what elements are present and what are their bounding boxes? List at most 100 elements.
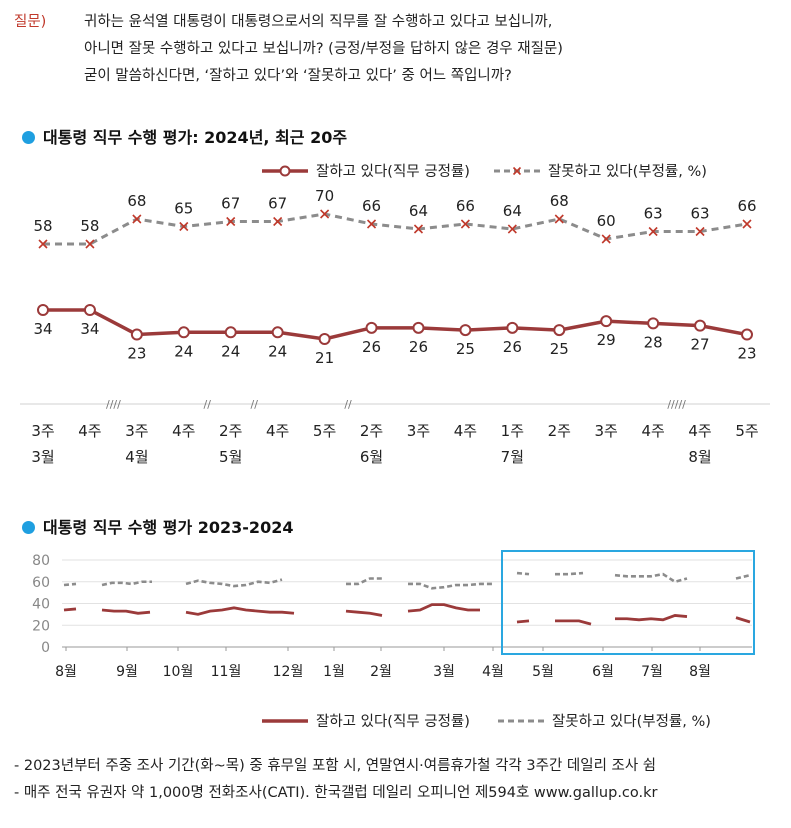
negative-segment-2: [185, 578, 283, 588]
positive-point-4: [224, 326, 237, 339]
week-tick-9: 4주: [454, 422, 477, 440]
negative-label-2: 68: [127, 192, 146, 210]
negative-point-12: [601, 234, 611, 244]
week-tick-14: 4주: [688, 422, 711, 440]
legend-negative-label: 잘못하고 있다(부정률, %): [547, 164, 707, 180]
chart1-legend: 잘하고 있다(직무 긍정률) 잘못하고 있다(부정률, %): [262, 160, 707, 181]
negative-segment-6: [555, 571, 584, 576]
legend-negative-swatch: [493, 164, 540, 178]
week-tick-15: 5주: [735, 422, 758, 440]
positive-point-1: [83, 304, 96, 316]
legend2-positive-label: 잘하고 있다(직무 긍정률): [316, 714, 470, 730]
negative-point-8: [413, 224, 424, 234]
negative-label-7: 66: [362, 197, 381, 215]
negative-point-13: [648, 226, 658, 237]
break-mark-2: //: [250, 398, 258, 411]
question-line-1: 귀하는 윤석열 대통령이 대통령으로서의 직무를 잘 수행하고 있다고 보십니까…: [84, 14, 553, 30]
negative-label-3: 65: [174, 200, 193, 218]
chart2-title: 대통령 직무 수행 평가 2023-2024: [22, 514, 293, 538]
negative-segment-3: [346, 577, 382, 586]
negative-segment-0: [63, 582, 77, 587]
chart2-month-2: 10월: [163, 664, 194, 680]
chart2-ytick-2: 40: [32, 597, 50, 613]
legend2-negative-swatch: [497, 714, 544, 728]
chart2-ytick-0: 0: [41, 640, 50, 656]
week-tick-5: 4주: [266, 422, 289, 440]
positive-point-10: [506, 321, 519, 334]
negative-point-6: [320, 209, 330, 219]
positive-label-8: 26: [409, 338, 428, 356]
chart2-month-11: 7월: [641, 664, 663, 680]
negative-series-line: [43, 212, 748, 246]
positive-point-8: [412, 321, 425, 334]
week-tick-10: 1주: [501, 422, 524, 440]
negative-point-11: [554, 214, 564, 224]
positive-point-2: [130, 328, 143, 341]
week-tick-2: 3주: [125, 422, 148, 440]
week-tick-13: 4주: [641, 422, 664, 440]
positive-label-12: 29: [597, 331, 616, 349]
positive-point-14: [694, 319, 707, 332]
positive-segment-5: [516, 619, 530, 624]
positive-point-0: [37, 304, 49, 316]
chart1-plot: 58 58 68 65 67 67 70 66 64 66 64 68 60 63 63 66 34 34 23 24…: [20, 187, 770, 466]
positive-point-9: [459, 324, 472, 337]
negative-label-6: 70: [315, 187, 334, 205]
week-tick-3: 4주: [172, 422, 195, 440]
footnote-2: - 매주 전국 유권자 약 1,000명 전화조사(CATI). 한국갤럽 데일…: [14, 785, 658, 801]
negative-segment-8: [735, 573, 751, 580]
negative-label-5: 67: [268, 195, 287, 213]
month-tick-0: 3월: [31, 448, 54, 466]
negative-label-10: 64: [503, 202, 522, 220]
chart2-month-4: 12월: [273, 664, 304, 680]
month-tick-2: 5월: [219, 448, 242, 466]
positive-label-14: 27: [691, 336, 710, 354]
chart2-month-12: 8월: [689, 664, 711, 680]
chart2-month-0: 8월: [55, 664, 77, 680]
chart2-title-text: 대통령 직무 수행 평가 2023-2024: [43, 518, 294, 537]
positive-point-5: [271, 326, 284, 339]
month-tick-1: 4월: [125, 448, 148, 466]
negative-point-3: [179, 221, 189, 232]
negative-point-0: [38, 239, 48, 249]
negative-point-10: [507, 224, 517, 234]
negative-point-14: [695, 226, 705, 237]
week-tick-8: 3주: [407, 422, 430, 440]
negative-label-14: 63: [691, 205, 710, 223]
negative-point-2: [132, 214, 142, 224]
chart2-ytick-3: 60: [32, 575, 50, 591]
positive-segment-3: [345, 609, 383, 617]
positive-point-11: [553, 324, 566, 337]
legend2-negative-label: 잘못하고 있다(부정률, %): [551, 714, 711, 730]
negative-label-0: 58: [33, 217, 52, 235]
chart2-month-3: 11월: [211, 664, 242, 680]
positive-label-5: 24: [268, 342, 287, 360]
bullet-dot-icon: [22, 131, 35, 144]
positive-label-4: 24: [221, 342, 240, 360]
positive-label-0: 34: [33, 320, 52, 338]
negative-label-15: 66: [737, 197, 756, 215]
legend-positive-label: 잘하고 있다(직무 긍정률): [316, 164, 470, 180]
negative-label-13: 63: [644, 205, 663, 223]
positive-label-9: 25: [456, 340, 475, 358]
positive-segment-6: [555, 619, 592, 626]
chart2-plot: 0 20 40 60 80 8월 9월 10월 11월 12월 1월 2월 3월 4월 5월 6월 7월 8월: [32, 550, 755, 680]
negative-segment-7: [614, 572, 688, 584]
positive-segment-7: [615, 614, 688, 622]
chart2-month-5: 1월: [323, 664, 345, 680]
negative-segment-5: [516, 571, 530, 576]
break-mark-1: //: [204, 398, 212, 411]
positive-label-1: 34: [80, 320, 99, 338]
question-line-2: 아니면 잘못 수행하고 있다고 보십니까? (긍정/부정을 답하지 않은 경우 …: [84, 41, 563, 57]
positive-label-15: 23: [737, 345, 756, 363]
week-tick-11: 2주: [548, 422, 571, 440]
positive-point-6: [318, 333, 331, 345]
positive-segment-1: [101, 608, 151, 615]
month-tick-4: 7월: [501, 448, 524, 466]
question-line-3: 굳이 말씀하신다면, ‘잘하고 있다’와 ‘잘못하고 있다’ 중 어느 쪽입니까…: [84, 68, 512, 84]
month-tick-3: 6월: [360, 448, 383, 466]
positive-series-line: [43, 308, 748, 341]
chart2-month-6: 2월: [370, 664, 392, 680]
positive-segment-4: [407, 603, 480, 613]
month-tick-5: 8월: [688, 448, 711, 466]
